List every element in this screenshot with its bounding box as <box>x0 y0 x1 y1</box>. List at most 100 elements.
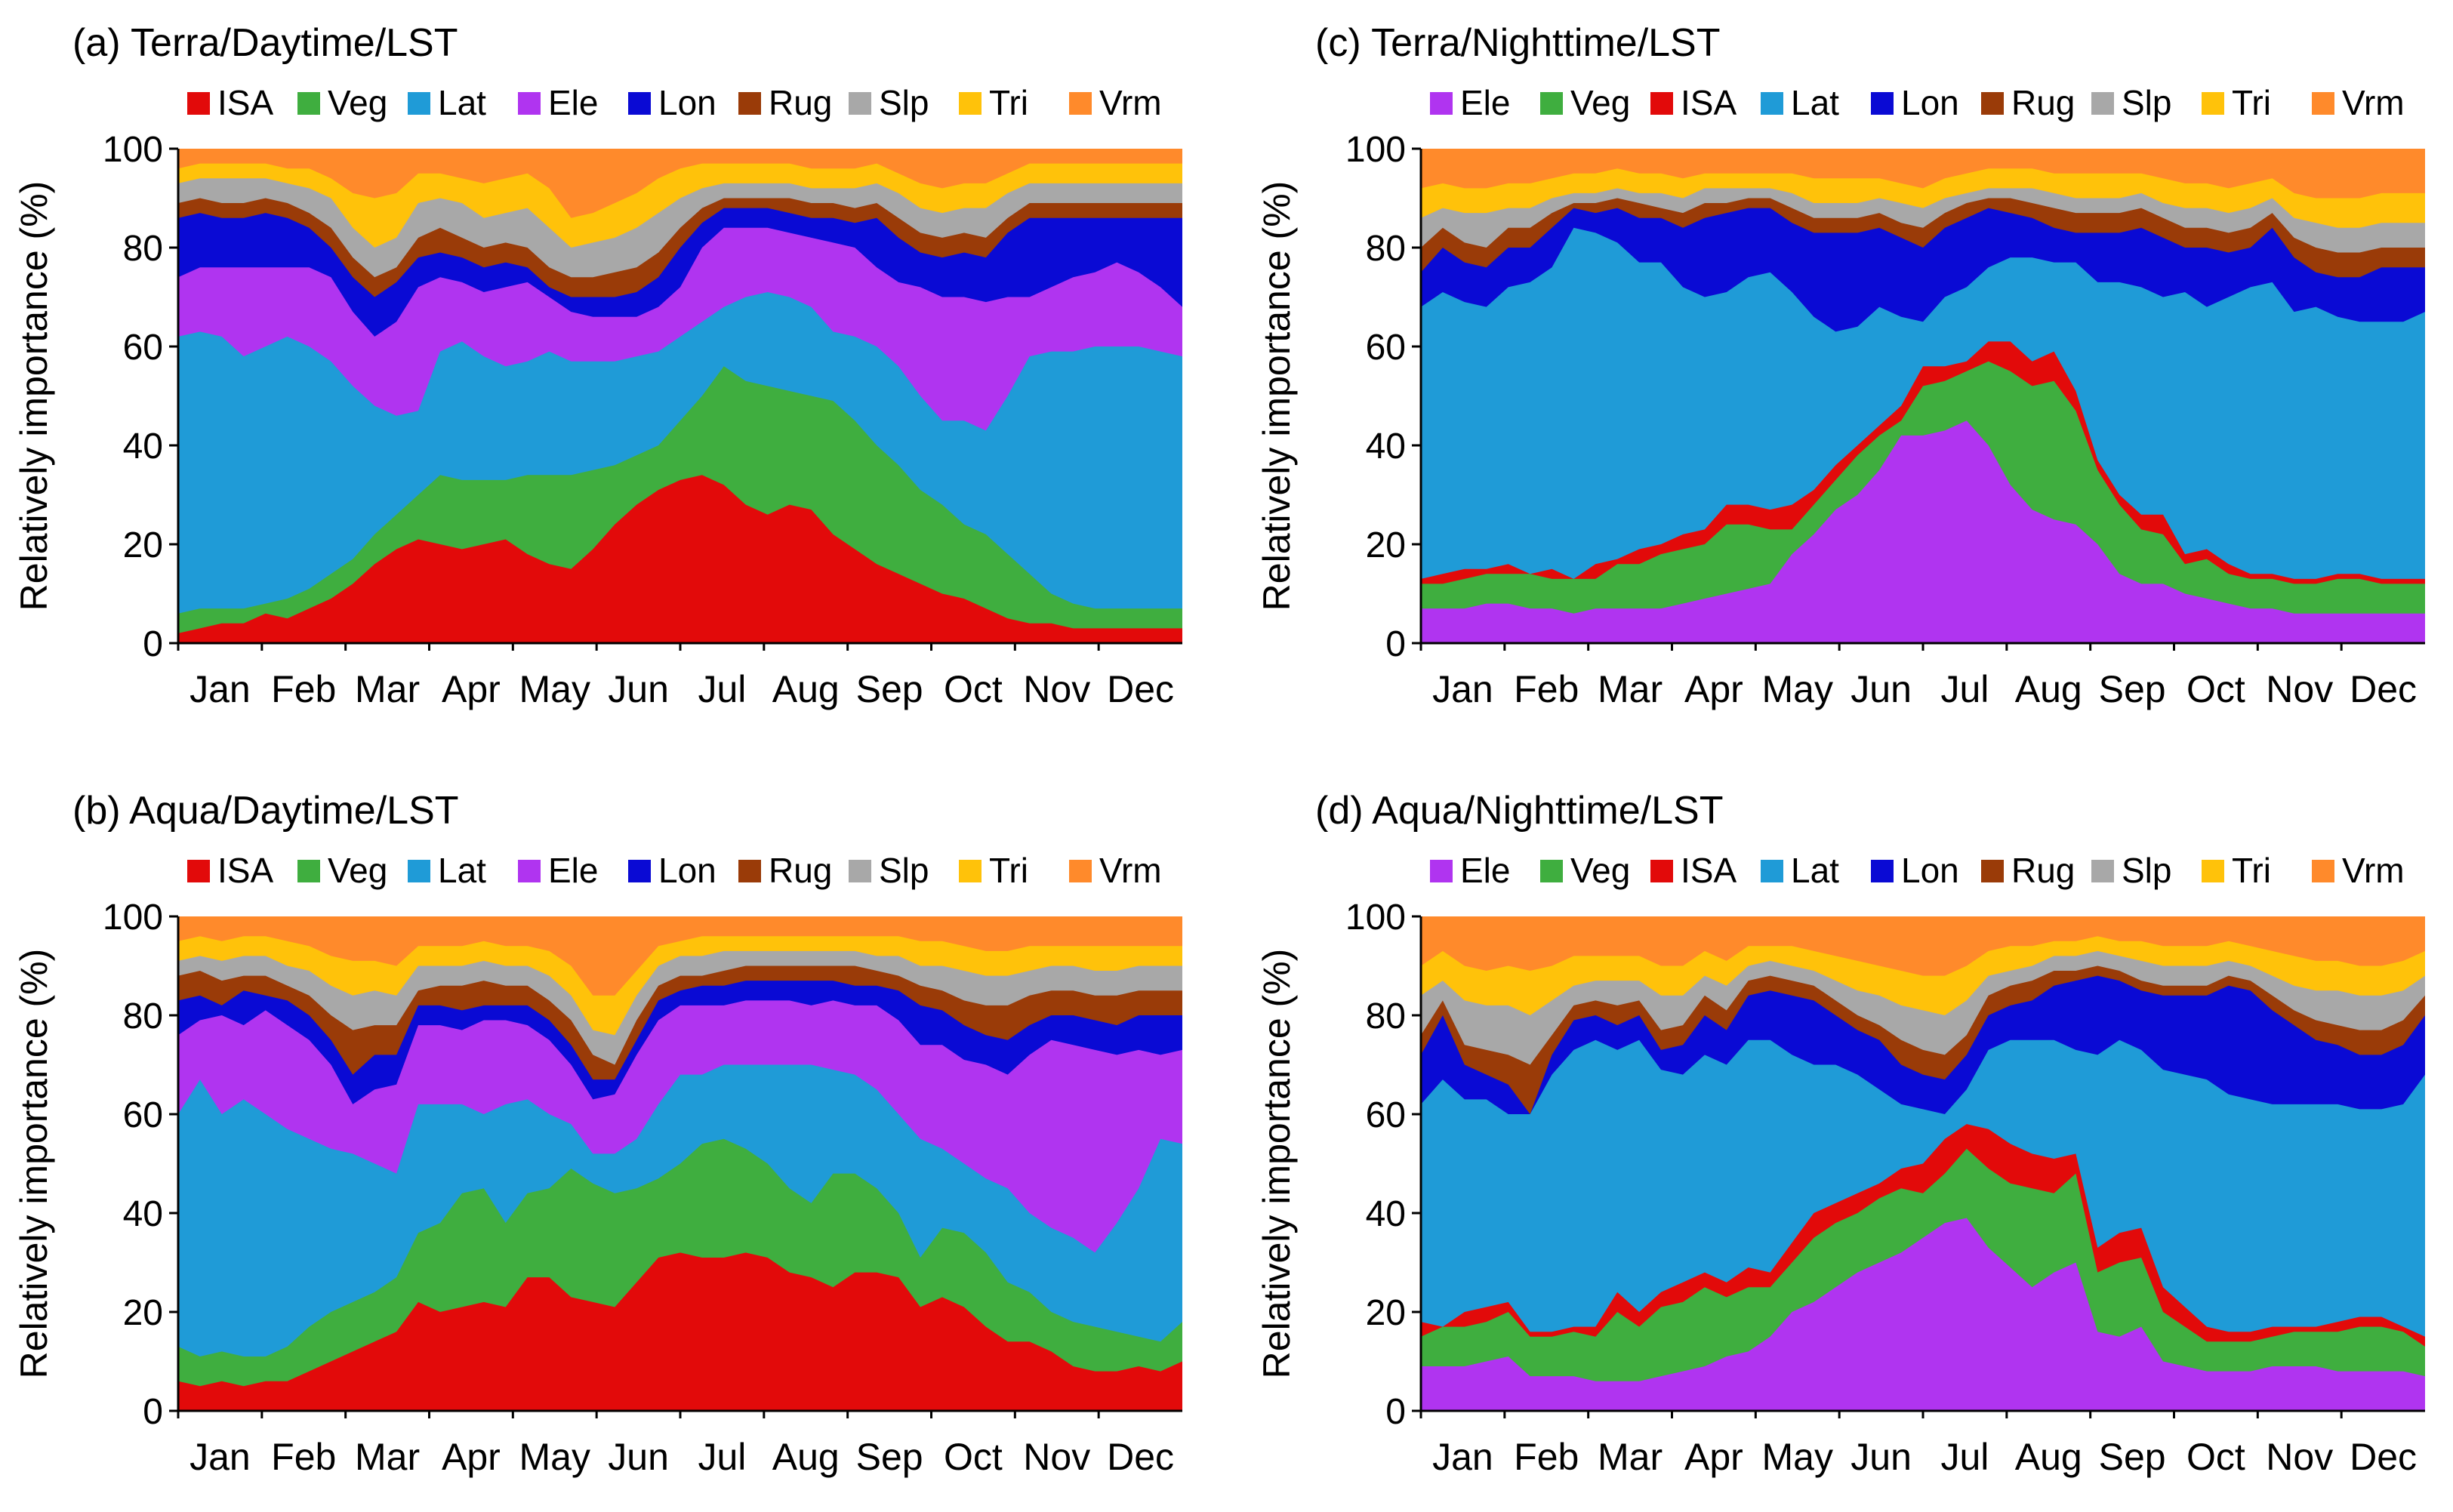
legend-label-vrm: Vrm <box>2342 83 2405 122</box>
area-ele <box>1421 1218 2425 1411</box>
y-tick-label: 60 <box>123 328 163 368</box>
legend-swatch-veg <box>297 92 320 115</box>
legend-swatch-tri <box>959 92 982 115</box>
legend-label-rug: Rug <box>769 83 832 122</box>
x-tick-label: May <box>1762 668 1833 710</box>
x-tick-label: Jul <box>698 1436 746 1478</box>
x-tick-label: Nov <box>2266 668 2333 710</box>
y-tick-label: 40 <box>1366 1194 1406 1234</box>
chart-title: (d) Aqua/Nighttime/LST <box>1315 789 1723 833</box>
x-tick-label: Sep <box>2099 1436 2166 1478</box>
legend-swatch-lat <box>408 92 430 115</box>
x-tick-label: Feb <box>1514 668 1579 710</box>
x-tick-label: Sep <box>856 668 923 710</box>
legend-label-lon: Lon <box>1901 851 1959 890</box>
y-tick-label: 80 <box>1366 229 1406 269</box>
legend-label-ele: Ele <box>1460 83 1510 122</box>
chart-panel-0: (a) Terra/Daytime/LST ISA Veg Lat Ele Lon Rug S… <box>13 21 1182 710</box>
chart-panel-3: (d) Aqua/Nighttime/LST Ele Veg ISA Lat Lon Rug… <box>1256 789 2425 1478</box>
legend-swatch-rug <box>1981 860 2004 882</box>
legend-label-isa: ISA <box>217 851 273 890</box>
legend-label-vrm: Vrm <box>1099 851 1162 890</box>
legend-swatch-tri <box>959 860 982 882</box>
x-tick-label: Apr <box>442 668 501 710</box>
x-tick-label: Oct <box>944 1436 1003 1478</box>
x-tick-label: Aug <box>2015 1436 2082 1478</box>
area-isa <box>178 475 1182 643</box>
x-tick-label: Jul <box>1940 1436 1989 1478</box>
x-tick-label: Nov <box>1023 668 1090 710</box>
y-tick-label: 100 <box>103 898 163 938</box>
x-tick-label: Sep <box>856 1436 923 1478</box>
legend-swatch-lat <box>1761 860 1783 882</box>
y-tick-label: 0 <box>1385 1392 1406 1432</box>
legend-swatch-vrm <box>1069 92 1092 115</box>
legend-label-vrm: Vrm <box>2342 851 2405 890</box>
y-axis-title: Relatively importance (%) <box>1256 181 1298 611</box>
y-tick-label: 40 <box>123 1194 163 1234</box>
legend-swatch-ele <box>518 92 541 115</box>
legend-label-lat: Lat <box>438 83 486 122</box>
legend-label-vrm: Vrm <box>1099 83 1162 122</box>
y-axis-title: Relatively importance (%) <box>13 181 55 611</box>
y-axis-title: Relatively importance (%) <box>1256 949 1298 1379</box>
chart-panel-2: (c) Terra/Nighttime/LST Ele Veg ISA Lat Lon Ru… <box>1256 21 2425 710</box>
area-ele <box>1421 420 2425 643</box>
legend-label-slp: Slp <box>879 83 929 122</box>
x-tick-label: Sep <box>2099 668 2166 710</box>
legend-swatch-veg <box>297 860 320 882</box>
legend-swatch-tri <box>2202 92 2224 115</box>
y-tick-label: 80 <box>123 996 163 1036</box>
legend-label-isa: ISA <box>217 83 273 122</box>
legend-label-rug: Rug <box>769 851 832 890</box>
legend-label-ele: Ele <box>548 83 598 122</box>
x-tick-label: Mar <box>1598 668 1663 710</box>
x-tick-label: Oct <box>2186 668 2245 710</box>
chart-panel-1: (b) Aqua/Daytime/LST ISA Veg Lat Ele Lon Rug Sl… <box>13 789 1182 1478</box>
chart-title: (c) Terra/Nighttime/LST <box>1315 21 1721 65</box>
x-tick-label: Jul <box>1940 668 1989 710</box>
y-tick-label: 100 <box>1345 898 1406 938</box>
y-tick-label: 0 <box>143 1392 163 1432</box>
legend-label-ele: Ele <box>548 851 598 890</box>
legend-swatch-rug <box>738 92 761 115</box>
area-isa <box>178 1252 1182 1411</box>
legend-label-lon: Lon <box>658 83 716 122</box>
y-tick-label: 20 <box>1366 1293 1406 1333</box>
legend-swatch-vrm <box>2312 92 2334 115</box>
x-tick-label: Feb <box>271 1436 336 1478</box>
x-tick-label: Jan <box>190 1436 251 1478</box>
legend-label-slp: Slp <box>2122 83 2171 122</box>
x-tick-label: Apr <box>1684 1436 1743 1478</box>
legend-swatch-veg <box>1540 860 1563 882</box>
legend-label-rug: Rug <box>2011 851 2075 890</box>
x-tick-label: Jun <box>608 668 669 710</box>
y-tick-label: 20 <box>123 525 163 565</box>
legend-swatch-tri <box>2202 860 2224 882</box>
y-tick-label: 60 <box>1366 1095 1406 1135</box>
x-tick-label: Aug <box>772 1436 840 1478</box>
legend-swatch-lat <box>408 860 430 882</box>
legend-label-tri: Tri <box>2232 851 2271 890</box>
y-tick-label: 40 <box>1366 427 1406 467</box>
x-tick-label: Dec <box>2350 668 2417 710</box>
legend-label-ele: Ele <box>1460 851 1510 890</box>
y-axis-title: Relatively importance (%) <box>13 949 55 1379</box>
x-tick-label: Jan <box>1432 668 1493 710</box>
legend-label-lat: Lat <box>1791 83 1839 122</box>
legend-label-veg: Veg <box>328 83 387 122</box>
x-tick-label: May <box>519 668 590 710</box>
legend-swatch-slp <box>849 92 871 115</box>
legend-label-veg: Veg <box>1570 83 1630 122</box>
legend-swatch-isa <box>1650 92 1673 115</box>
legend-swatch-lon <box>1871 92 1894 115</box>
legend-swatch-vrm <box>2312 860 2334 882</box>
legend-label-lat: Lat <box>1791 851 1839 890</box>
legend-swatch-vrm <box>1069 860 1092 882</box>
y-tick-label: 60 <box>1366 328 1406 368</box>
x-tick-label: May <box>519 1436 590 1478</box>
legend-label-slp: Slp <box>2122 851 2171 890</box>
x-tick-label: Mar <box>355 1436 420 1478</box>
